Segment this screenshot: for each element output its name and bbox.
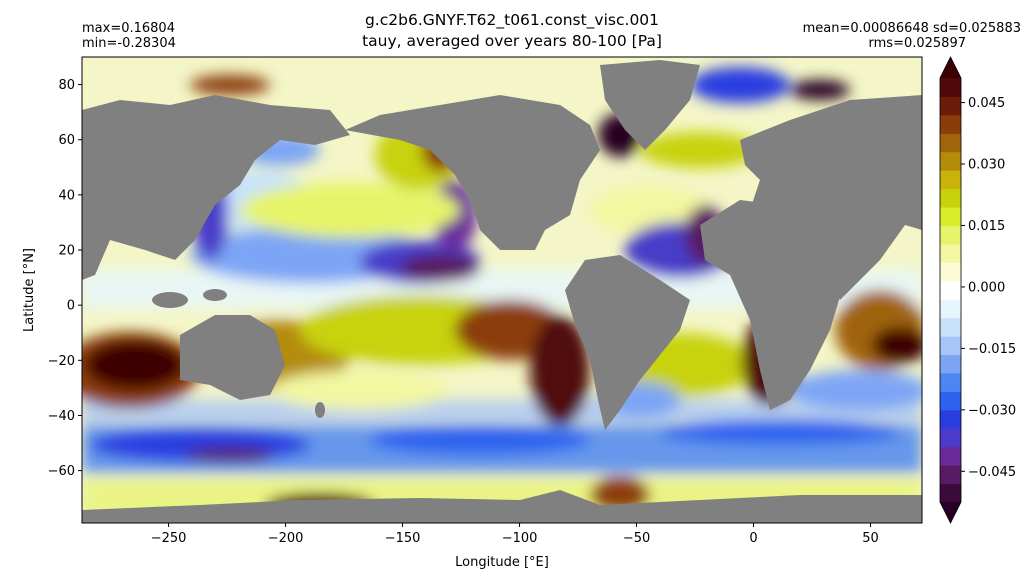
colorbar-segment (940, 446, 961, 466)
x-tick-label: −50 (623, 531, 650, 546)
colorbar-segment (940, 354, 961, 374)
colorbar-segment (940, 336, 961, 356)
y-tick-label: 40 (58, 188, 75, 203)
colorbar-segment (940, 114, 961, 134)
colorbar-over-arrow (940, 57, 961, 78)
colorbar-segment (940, 391, 961, 411)
colorbar-segment (940, 409, 961, 429)
y-axis-label: Latitude [°N] (22, 248, 37, 332)
colorbar-segment (940, 225, 961, 245)
plot-frame (81, 56, 923, 524)
chart-subtitle: tauy, averaged over years 80-100 [Pa] (362, 32, 662, 50)
y-tick-label: 0 (67, 299, 75, 314)
colorbar-segment (940, 465, 961, 485)
colorbar-segment (940, 96, 961, 116)
colorbar-segment (940, 188, 961, 208)
colorbar-tick-label: 0.030 (968, 158, 1005, 173)
colorbar-segment (940, 280, 961, 300)
rms-stat: rms=0.025897 (868, 36, 966, 51)
y-tick-label: −60 (48, 464, 75, 479)
colorbar-segment (940, 243, 961, 263)
colorbar-segment (940, 78, 961, 97)
x-tick-label: −250 (151, 531, 187, 546)
colorbar-segment (940, 151, 961, 171)
y-tick-label: 80 (58, 78, 75, 93)
y-tick-label: 20 (58, 244, 75, 259)
colorbar-segment (940, 317, 961, 337)
colorbar-tick-label: 0.000 (968, 280, 1005, 295)
colorbar-segment (940, 483, 961, 503)
min-stat: min=-0.28304 (82, 36, 176, 51)
x-axis: −250 −200 −150 −100 −50 0 50 (151, 523, 879, 546)
y-tick-label: −20 (48, 354, 75, 369)
colorbar-tick-label: 0.045 (968, 96, 1005, 111)
x-tick-label: 50 (862, 531, 879, 546)
colorbar-segment (940, 428, 961, 448)
colorbar-segment (940, 299, 961, 319)
colorbar-segment (940, 170, 961, 190)
colorbar-segment (940, 262, 961, 282)
x-tick-label: −100 (502, 531, 538, 546)
colorbar-outline (939, 56, 962, 524)
colorbar-tick-label: 0.015 (968, 219, 1005, 234)
x-tick-label: 0 (749, 531, 757, 546)
max-stat: max=0.16804 (82, 21, 175, 36)
mean-sd-stat: mean=0.00086648 sd=0.025883 (802, 21, 1021, 36)
colorbar-segment (940, 133, 961, 153)
colorbar-segment (940, 372, 961, 392)
colorbar-segment (940, 207, 961, 226)
colorbar-tick-label: −0.015 (968, 342, 1016, 357)
y-tick-label: −40 (48, 409, 75, 424)
colorbar-tick-label: −0.030 (968, 403, 1016, 418)
map-field (82, 57, 922, 523)
x-tick-label: −200 (268, 531, 304, 546)
colorbar: 0.045 0.030 0.015 0.000 −0.015 −0.030 −0.045 (939, 56, 1016, 524)
stress-pattern (82, 67, 922, 523)
x-tick-label: −150 (385, 531, 421, 546)
y-tick-label: 60 (58, 133, 75, 148)
colorbar-tick-label: −0.045 (968, 465, 1016, 480)
y-axis: 80 60 40 20 0 −20 −40 −60 (48, 78, 82, 479)
land-mass (82, 60, 922, 523)
colorbar-under-arrow (940, 502, 961, 523)
chart-title: g.c2b6.GNYF.T62_t061.const_visc.001 (364, 11, 660, 29)
x-axis-label: Longitude [°E] (455, 555, 549, 570)
